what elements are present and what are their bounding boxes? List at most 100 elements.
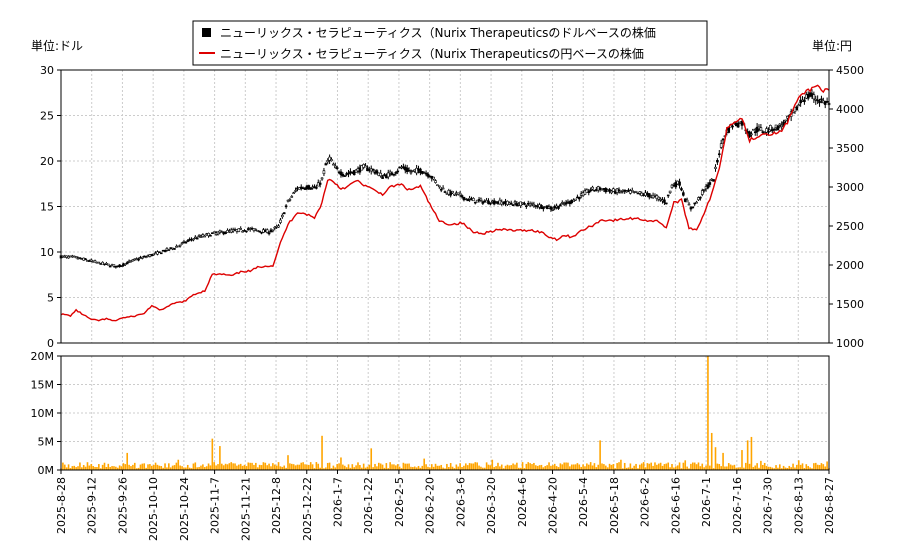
volume-bar: [739, 467, 741, 470]
volume-bar: [447, 467, 450, 470]
volume-bar: [273, 464, 276, 470]
volume-bar: [465, 463, 467, 470]
volume-bar: [256, 467, 259, 470]
volume-bar: [438, 465, 441, 470]
volume-bar: [684, 460, 687, 470]
volume-bar: [642, 462, 645, 470]
volume-bar: [323, 468, 325, 470]
volume-bar: [820, 463, 823, 470]
volume-bar: [376, 466, 378, 470]
date-tick-label: 2026-8-13: [792, 477, 805, 534]
candle-body: [290, 196, 294, 198]
right-tick-label: 4500: [836, 64, 864, 77]
volume-bar: [646, 463, 649, 470]
volume-bar: [735, 467, 738, 470]
volume-bar: [682, 462, 685, 470]
candle-body: [209, 234, 212, 237]
volume-bar: [519, 467, 522, 470]
volume-bar: [128, 464, 130, 470]
candle-body: [426, 173, 430, 177]
candle-body: [449, 191, 452, 196]
volume-bar: [209, 465, 212, 470]
volume-bar: [816, 464, 819, 470]
right-unit-label: 単位:円: [812, 38, 852, 53]
candle-body: [784, 119, 787, 122]
candle-body: [108, 265, 112, 268]
candle-body: [192, 238, 195, 241]
volume-bar: [139, 464, 142, 470]
volume-bar: [332, 465, 335, 470]
volume-bar: [266, 465, 268, 470]
volume-bar: [181, 466, 183, 470]
candle-body: [330, 159, 333, 162]
candle-body: [630, 190, 634, 193]
date-tick-label: 2025-9-26: [116, 477, 129, 534]
volume-bar: [805, 464, 808, 470]
left-tick-label: 10: [40, 246, 54, 259]
volume-bar: [325, 467, 327, 470]
volume-bar: [765, 465, 768, 470]
candle-body: [780, 124, 784, 127]
volume-bar: [633, 465, 635, 470]
volume-bar: [650, 462, 652, 470]
volume-bar: [105, 466, 108, 470]
volume-bar: [321, 435, 323, 470]
volume-bar: [79, 462, 81, 470]
volume-bar: [430, 464, 433, 470]
candle-body: [207, 232, 210, 237]
candle-body: [97, 261, 101, 264]
volume-bar: [232, 463, 234, 470]
legend-box: [192, 20, 708, 66]
volume-bar: [801, 463, 804, 470]
volume-bar: [132, 464, 134, 470]
volume-bar: [595, 467, 598, 470]
volume-bar: [272, 463, 274, 470]
date-axis: 2025-8-28 2025-9-12 2025-9-26 2025-10-10 202…: [55, 470, 836, 541]
volume-bar: [115, 466, 117, 470]
volume-bar: [313, 468, 316, 470]
candle-body: [112, 264, 116, 267]
volume-bar: [111, 466, 113, 470]
volume-bar: [586, 463, 588, 470]
volume-bar: [616, 463, 618, 470]
candle-body: [589, 189, 592, 192]
volume-bar: [222, 465, 225, 470]
volume-bar: [693, 462, 696, 470]
left-tick-label: 20: [40, 155, 54, 168]
volume-bar: [822, 464, 825, 470]
volume-bar: [622, 468, 624, 470]
volume-bar: [141, 463, 144, 470]
candle-body: [823, 101, 827, 105]
volume-bar: [300, 462, 303, 470]
volume-bar: [164, 463, 166, 470]
candle-body: [309, 188, 312, 190]
candle-body: [424, 172, 428, 175]
candle-body: [120, 265, 123, 267]
volume-bar: [185, 467, 187, 470]
volume-bar: [574, 464, 577, 470]
candle-body: [772, 128, 776, 131]
volume-bar: [419, 467, 422, 470]
volume-bar: [589, 462, 592, 470]
volume-bar: [661, 465, 664, 470]
volume-bar: [591, 465, 594, 470]
volume-bar: [669, 467, 671, 470]
volume-bar: [215, 465, 217, 470]
volume-bar: [285, 467, 287, 470]
volume-bar: [147, 464, 149, 470]
candle-body: [101, 261, 104, 265]
candle-body: [78, 257, 82, 259]
volume-bar: [603, 464, 605, 470]
volume-bar: [340, 457, 342, 470]
volume-bar: [135, 468, 138, 470]
volume-tick-label: 15M: [31, 379, 55, 392]
date-tick-label: 2026-5-4: [577, 477, 590, 527]
candle-body: [542, 207, 545, 210]
volume-bar: [183, 467, 185, 470]
candle-body: [279, 219, 282, 223]
volume-bar: [767, 466, 770, 470]
volume-bar: [432, 466, 435, 470]
volume-bar: [720, 466, 722, 470]
candle-body: [755, 126, 759, 133]
volume-bar: [614, 468, 617, 470]
